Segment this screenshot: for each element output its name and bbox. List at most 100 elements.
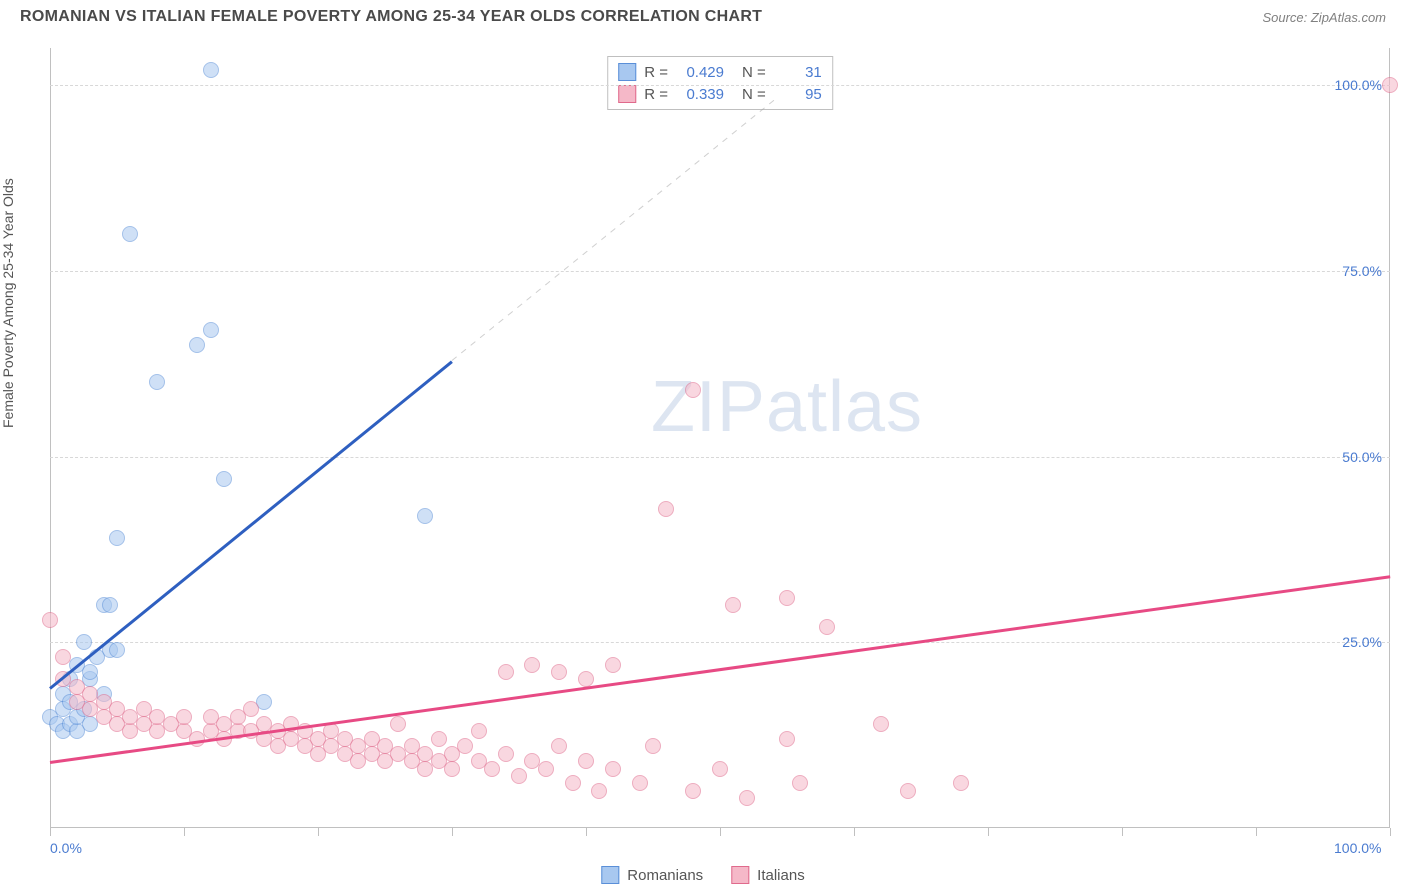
scatter-point — [779, 590, 795, 606]
gridline — [50, 271, 1390, 272]
scatter-point — [551, 738, 567, 754]
scatter-point — [498, 664, 514, 680]
scatter-point — [524, 657, 540, 673]
gridline — [50, 85, 1390, 86]
scatter-point — [779, 731, 795, 747]
scatter-point — [605, 657, 621, 673]
scatter-point — [953, 775, 969, 791]
legend: Romanians Italians — [601, 866, 804, 884]
x-tick — [318, 828, 319, 836]
stat-n-value: 95 — [774, 86, 822, 103]
trend-line — [49, 360, 453, 689]
scatter-point — [457, 738, 473, 754]
stats-row: R = 0.429 N = 31 — [618, 61, 822, 83]
y-axis-label: Female Poverty Among 25-34 Year Olds — [0, 178, 16, 428]
scatter-point — [82, 664, 98, 680]
scatter-point — [739, 790, 755, 806]
watermark: ZIPatlas — [651, 366, 923, 448]
scatter-point — [484, 761, 500, 777]
stats-swatch — [618, 63, 636, 81]
gridline — [50, 457, 1390, 458]
x-tick — [854, 828, 855, 836]
scatter-point — [632, 775, 648, 791]
scatter-point — [1382, 77, 1398, 93]
scatter-point — [444, 761, 460, 777]
scatter-point — [55, 649, 71, 665]
axis-right — [1389, 48, 1390, 828]
trend-extension — [452, 100, 774, 361]
scatter-point — [605, 761, 621, 777]
y-tick-label: 75.0% — [1342, 263, 1382, 279]
legend-swatch — [601, 866, 619, 884]
scatter-point — [591, 783, 607, 799]
scatter-point — [216, 471, 232, 487]
scatter-point — [900, 783, 916, 799]
x-tick — [720, 828, 721, 836]
scatter-point — [102, 597, 118, 613]
scatter-point — [149, 374, 165, 390]
scatter-point — [792, 775, 808, 791]
legend-swatch — [731, 866, 749, 884]
legend-item: Romanians — [601, 866, 703, 884]
y-tick-label: 25.0% — [1342, 634, 1382, 650]
stats-swatch — [618, 85, 636, 103]
legend-label: Italians — [757, 867, 805, 884]
scatter-point — [243, 701, 259, 717]
scatter-point — [578, 753, 594, 769]
x-tick-label: 0.0% — [50, 840, 82, 856]
scatter-point — [685, 783, 701, 799]
trend-line — [50, 575, 1390, 764]
watermark-atlas: atlas — [766, 367, 923, 447]
scatter-point — [645, 738, 661, 754]
stat-n-value: 31 — [774, 64, 822, 81]
stat-n-label: N = — [742, 86, 766, 103]
stat-r-label: R = — [644, 64, 668, 81]
scatter-point — [565, 775, 581, 791]
scatter-point — [390, 716, 406, 732]
scatter-point — [725, 597, 741, 613]
scatter-point — [122, 226, 138, 242]
scatter-point — [42, 612, 58, 628]
x-tick — [452, 828, 453, 836]
scatter-point — [109, 642, 125, 658]
scatter-point — [873, 716, 889, 732]
scatter-point — [551, 664, 567, 680]
stats-box: R = 0.429 N = 31 R = 0.339 N = 95 — [607, 56, 833, 110]
scatter-point — [712, 761, 728, 777]
stat-r-label: R = — [644, 86, 668, 103]
scatter-point — [685, 382, 701, 398]
scatter-point — [176, 709, 192, 725]
scatter-point — [431, 731, 447, 747]
scatter-point — [658, 501, 674, 517]
x-tick — [1122, 828, 1123, 836]
chart-plot-area: ZIPatlas R = 0.429 N = 31 R = 0.339 N = 95 25.0… — [50, 48, 1390, 828]
x-tick — [184, 828, 185, 836]
scatter-point — [498, 746, 514, 762]
scatter-point — [538, 761, 554, 777]
x-tick — [988, 828, 989, 836]
watermark-zip: ZIP — [651, 367, 766, 447]
stat-n-label: N = — [742, 64, 766, 81]
scatter-point — [203, 322, 219, 338]
x-tick — [50, 828, 51, 836]
scatter-point — [819, 619, 835, 635]
scatter-point — [203, 62, 219, 78]
legend-label: Romanians — [627, 867, 703, 884]
stats-row: R = 0.339 N = 95 — [618, 83, 822, 105]
x-tick — [1390, 828, 1391, 836]
legend-item: Italians — [731, 866, 805, 884]
chart-title: ROMANIAN VS ITALIAN FEMALE POVERTY AMONG… — [20, 8, 762, 26]
x-tick — [586, 828, 587, 836]
stat-r-value: 0.339 — [676, 86, 724, 103]
y-tick-label: 50.0% — [1342, 449, 1382, 465]
scatter-point — [511, 768, 527, 784]
x-tick — [1256, 828, 1257, 836]
y-tick-label: 100.0% — [1335, 77, 1382, 93]
gridline — [50, 642, 1390, 643]
chart-header: ROMANIAN VS ITALIAN FEMALE POVERTY AMONG… — [0, 0, 1406, 30]
stat-r-value: 0.429 — [676, 64, 724, 81]
scatter-point — [76, 634, 92, 650]
plot-surface: ZIPatlas R = 0.429 N = 31 R = 0.339 N = 95 25.0… — [50, 48, 1390, 828]
scatter-point — [471, 723, 487, 739]
scatter-point — [189, 337, 205, 353]
